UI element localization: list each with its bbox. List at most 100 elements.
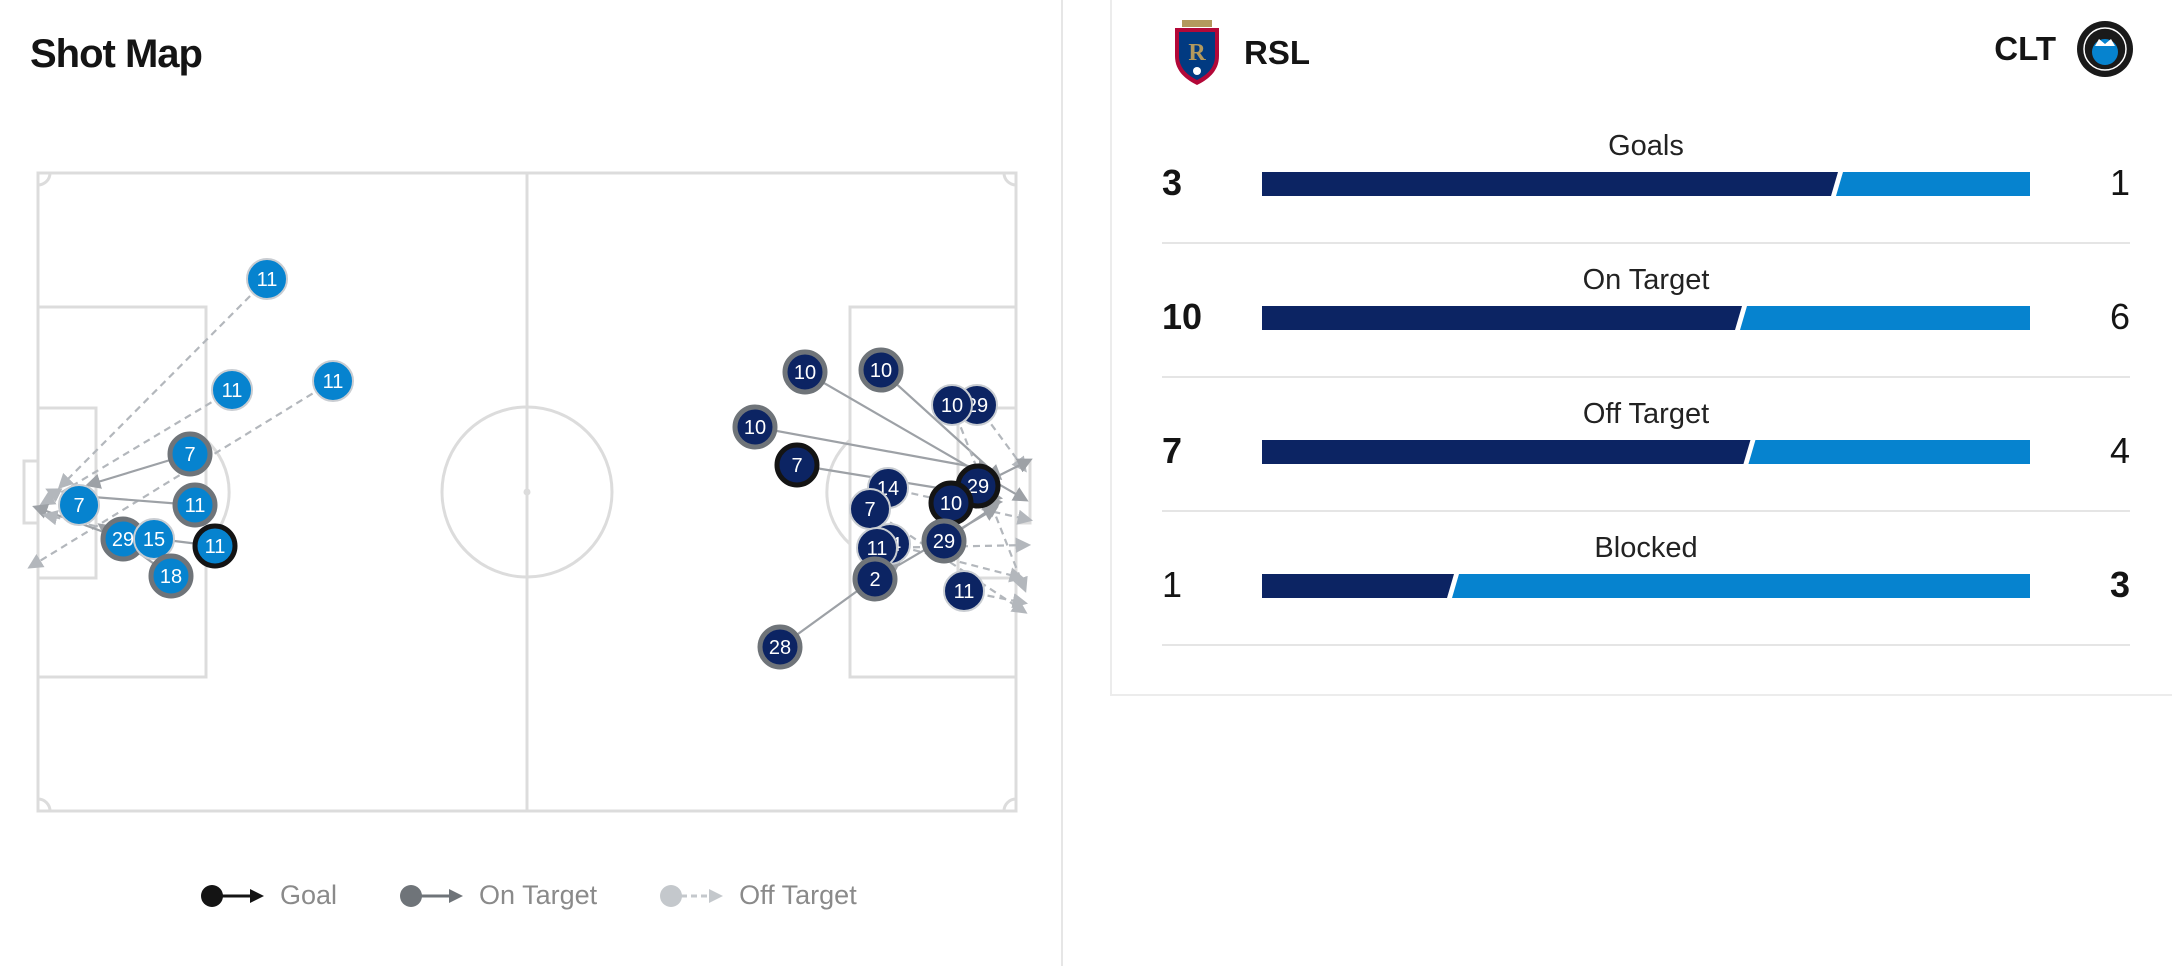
shot-player-number: 11 xyxy=(185,495,206,517)
shot-player-number: 15 xyxy=(143,529,165,551)
shot-player-number: 29 xyxy=(933,531,955,553)
shot-dot xyxy=(757,624,803,670)
shot-player-number: 11 xyxy=(954,581,975,603)
svg-text:R: R xyxy=(1188,40,1206,66)
corner-arc-bottom-right xyxy=(1002,797,1017,812)
away-shot-marker: 29 xyxy=(100,516,146,562)
stat-row-on-target: On Target 10 6 xyxy=(1162,244,2130,378)
home-shot-marker: 28 xyxy=(757,624,803,670)
stat-label: Goals xyxy=(1608,130,1684,162)
center-circle xyxy=(440,405,614,579)
away-share-bar xyxy=(1452,574,2030,598)
stat-label: On Target xyxy=(1582,264,1710,296)
shot-dot xyxy=(211,369,253,411)
panel-divider xyxy=(1061,0,1063,966)
shot-player-number: 29 xyxy=(967,476,989,498)
goal-arrow-icon xyxy=(201,884,264,907)
away-team-abbr: CLT xyxy=(1994,30,2056,67)
on-target-arrow-icon xyxy=(400,884,464,907)
corner-arc-bottom-left xyxy=(37,797,52,812)
home-shot-marker: 29 xyxy=(921,518,967,564)
away-shot-marker: 11 xyxy=(172,482,218,528)
shot-dot xyxy=(312,360,354,402)
team-stats-card: R RSL CLT Goals 3 1 On Target 10 6 Off T… xyxy=(1110,0,2172,696)
shot-dot xyxy=(192,523,238,569)
stat-away-value: 3 xyxy=(2109,564,2130,605)
shot-player-number: 10 xyxy=(744,417,766,439)
home-team-abbr: RSL xyxy=(1244,34,1310,71)
corner-arc-top-left xyxy=(37,172,52,187)
away-shot-trajectory xyxy=(57,278,268,490)
home-share-bar xyxy=(1262,306,1742,330)
shot-player-number: 2 xyxy=(869,569,880,591)
shot-player-number: 18 xyxy=(160,566,182,588)
home-shot-marker: 2 xyxy=(852,556,898,602)
stat-home-value: 7 xyxy=(1162,430,1183,471)
shot-dot xyxy=(172,482,218,528)
shot-dot xyxy=(732,404,778,450)
shot-dot xyxy=(58,484,100,526)
shot-dot xyxy=(133,518,175,560)
shot-dot xyxy=(921,518,967,564)
away-shot-marker: 11 xyxy=(246,258,288,300)
shot-dot xyxy=(931,384,973,426)
left-goal xyxy=(22,459,40,525)
home-shot-marker: 10 xyxy=(928,480,974,526)
shot-player-number: 7 xyxy=(864,499,875,521)
stat-row-off-target: Off Target 7 4 xyxy=(1162,378,2130,512)
shot-map-panel: Shot Map xyxy=(0,0,1060,966)
away-share-bar xyxy=(1836,172,2030,196)
away-share-bar xyxy=(1740,306,2030,330)
shot-player-number: 11 xyxy=(323,371,344,393)
shot-dot xyxy=(148,553,194,599)
stat-home-value: 1 xyxy=(1162,564,1183,605)
away-share-bar xyxy=(1748,440,2030,464)
shot-dot xyxy=(782,349,828,395)
shot-player-number: 10 xyxy=(794,362,816,384)
stat-row-blocked: Blocked 1 3 xyxy=(1162,512,2130,646)
stat-home-value: 10 xyxy=(1162,296,1203,337)
shot-dot xyxy=(774,442,820,488)
away-shot-marker: 18 xyxy=(148,553,194,599)
legend-off-target-label: Off Target xyxy=(739,880,857,910)
right-penalty-arc xyxy=(825,438,852,546)
shot-player-number: 11 xyxy=(867,538,888,560)
legend: Goal On Target Off Target xyxy=(200,880,919,911)
home-share-bar xyxy=(1262,172,1838,196)
stat-label: Off Target xyxy=(1582,398,1710,430)
away-shot-marker: 7 xyxy=(58,484,100,526)
shot-player-number: 11 xyxy=(205,536,226,558)
shot-dot xyxy=(852,556,898,602)
home-shot-marker: 7 xyxy=(849,488,891,530)
stat-comparison-bar xyxy=(1262,574,2030,598)
page-title: Shot Map xyxy=(30,32,203,76)
home-shot-trajectory xyxy=(880,369,1003,481)
home-shot-trajectory xyxy=(963,589,1029,609)
home-shot-marker: 7 xyxy=(774,442,820,488)
stat-label: Blocked xyxy=(1594,532,1698,564)
corner-arc-top-right xyxy=(1002,172,1017,187)
home-team-header: R RSL xyxy=(1172,20,1310,86)
home-shot-trajectory xyxy=(889,542,1025,583)
shot-player-number: 7 xyxy=(791,455,802,477)
shot-dot xyxy=(943,570,985,612)
shot-player-number: 11 xyxy=(257,269,278,291)
legend-on-target-label: On Target xyxy=(479,880,598,910)
right-goal xyxy=(1014,459,1032,525)
shot-markers: 1111117711291511181010102972910147102914… xyxy=(58,258,1001,670)
shot-dot xyxy=(167,431,213,477)
legend-goal-label: Goal xyxy=(280,880,338,910)
shot-player-number: 7 xyxy=(184,444,195,466)
stat-away-value: 6 xyxy=(2109,296,2130,337)
stat-home-value: 3 xyxy=(1162,162,1183,203)
home-shot-marker: 10 xyxy=(931,384,973,426)
shot-player-number: 10 xyxy=(870,360,892,382)
stat-row-goals: Goals 3 1 xyxy=(1162,110,2130,244)
away-shot-marker: 11 xyxy=(192,523,238,569)
home-shot-marker: 11 xyxy=(943,570,985,612)
home-share-bar xyxy=(1262,574,1454,598)
stat-comparison-bar xyxy=(1262,306,2030,330)
off-target-arrow-icon xyxy=(660,884,724,907)
stat-away-value: 1 xyxy=(2109,162,2130,203)
stat-away-value: 4 xyxy=(2109,430,2130,471)
